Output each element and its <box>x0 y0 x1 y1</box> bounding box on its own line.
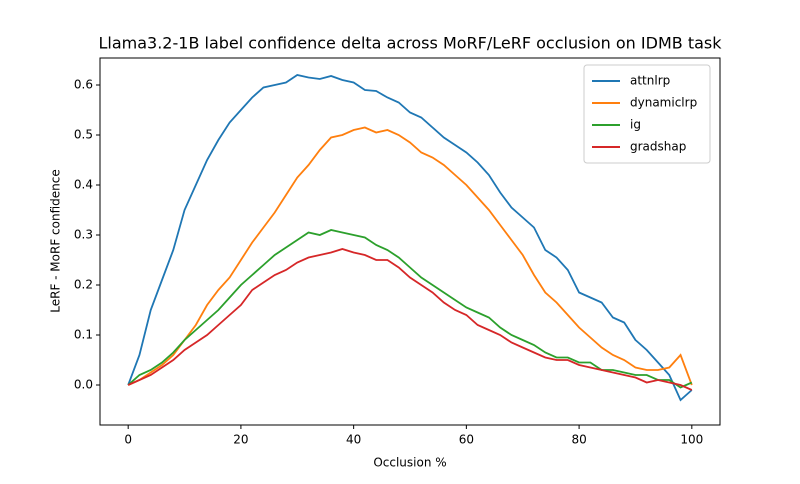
chart-title: Llama3.2-1B label confidence delta acros… <box>98 34 722 53</box>
y-tick-label: 0.4 <box>74 178 93 192</box>
legend-label: dynamiclrp <box>630 96 697 110</box>
y-tick-label: 0.0 <box>74 378 93 392</box>
x-tick-label: 60 <box>459 433 474 447</box>
plot-frame <box>99 57 721 426</box>
x-axis-label: Occlusion % <box>373 456 446 470</box>
y-tick-label: 0.6 <box>74 78 93 92</box>
legend-box <box>583 64 711 164</box>
line-series <box>127 74 693 402</box>
y-tick-label: 0.2 <box>74 278 93 292</box>
x-tick-label: 80 <box>571 433 586 447</box>
x-tick-label: 0 <box>124 433 132 447</box>
legend-label: attnlrp <box>630 74 670 88</box>
y-tick-label: 0.3 <box>74 228 93 242</box>
y-tick-label: 0.1 <box>74 328 93 342</box>
y-tick-label: 0.5 <box>74 128 93 142</box>
y-axis-label: LeRF - MoRF confidence <box>49 169 63 313</box>
x-tick-label: 100 <box>680 433 703 447</box>
legend-label: ig <box>630 118 641 132</box>
line-series <box>127 248 693 391</box>
line-series <box>127 229 693 389</box>
line-series <box>127 126 693 386</box>
legend-label: gradshap <box>630 140 686 154</box>
x-tick-label: 40 <box>346 433 361 447</box>
x-tick-label: 20 <box>233 433 248 447</box>
